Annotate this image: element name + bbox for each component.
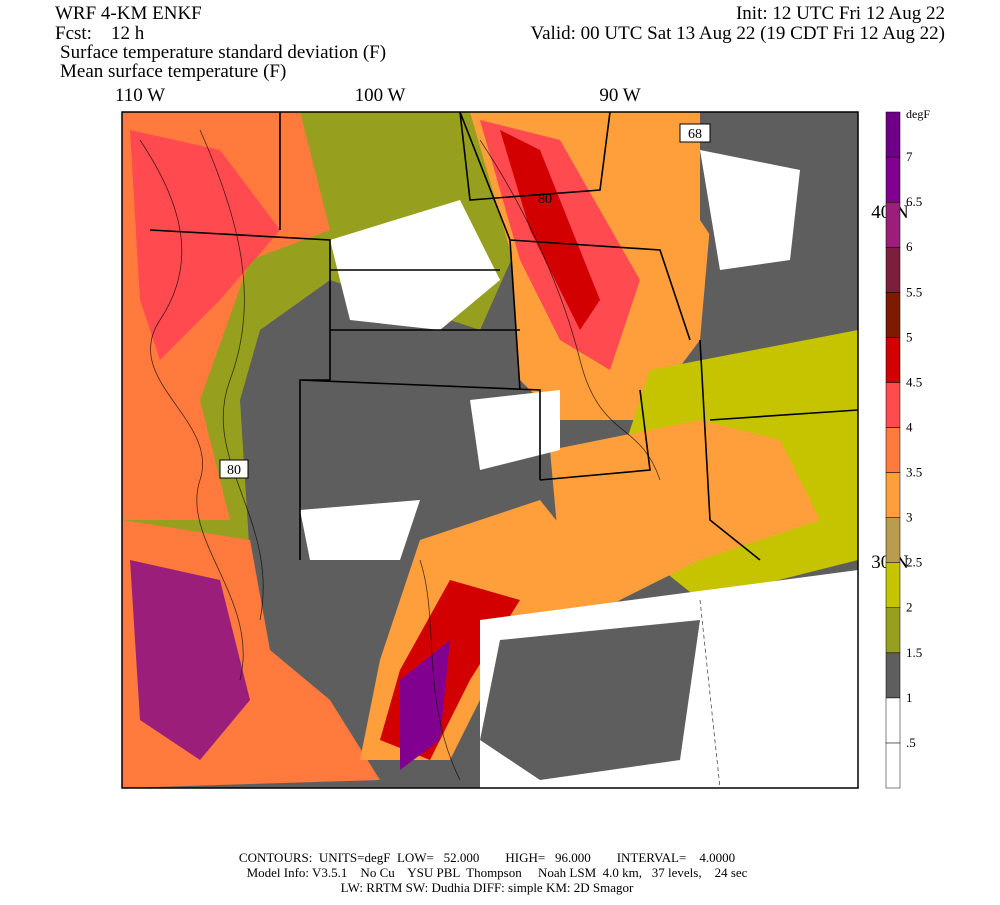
longitude-label: 90 W <box>599 85 640 106</box>
colorbar-label: .5 <box>906 735 916 750</box>
colorbar-label: 1 <box>906 690 913 705</box>
contour-label: 80 <box>538 192 552 207</box>
colorbar-bin <box>885 562 901 608</box>
colorbar-label: 1.5 <box>906 645 922 660</box>
colorbar-bin <box>885 652 901 699</box>
longitude-label: 110 W <box>115 85 165 106</box>
colorbar-label: 2.5 <box>906 555 922 570</box>
colorbar-label: 2 <box>906 600 913 615</box>
colorbar-bin <box>885 472 901 518</box>
colorbar-label: 3.5 <box>906 465 922 480</box>
colorbar-label: 4.5 <box>906 374 922 389</box>
field-title: Surface temperature standard deviation (… <box>60 42 386 63</box>
colorbar-label: 6 <box>906 239 913 254</box>
colorbar-bin <box>885 201 901 248</box>
colorbar-label: 4 <box>906 419 913 434</box>
colorbar-bin <box>885 742 901 789</box>
colorbar-bin <box>885 337 901 383</box>
colorbar-bin <box>885 607 901 654</box>
map: 68 80 80 <box>121 111 859 789</box>
forecast-hour: Fcst: 12 h <box>55 23 145 44</box>
colorbar-label: 3 <box>906 510 913 525</box>
colorbar-unit: degF <box>906 107 930 121</box>
field-title: Mean surface temperature (F) <box>60 61 286 82</box>
colorbar-bin <box>885 427 901 473</box>
colorbar-label: 7 <box>906 149 913 164</box>
colorbar: .5 1 1.5 2 2.5 3 3.5 4 4.5 5 5.5 6 6.5 7 degF <box>885 107 930 789</box>
contour-label: 68 <box>688 127 702 142</box>
contour-label: 80 <box>227 463 241 478</box>
colorbar-label: 6.5 <box>906 194 922 209</box>
colorbar-bin <box>885 517 901 563</box>
valid-time: Valid: 00 UTC Sat 13 Aug 22 (19 CDT Fri … <box>531 23 946 44</box>
colorbar-bin <box>885 156 901 203</box>
model-title: WRF 4-KM ENKF <box>55 3 202 24</box>
contour-info: CONTOURS: UNITS=degF LOW= 52.000 HIGH= 9… <box>239 850 735 865</box>
colorbar-label: 5.5 <box>906 284 922 299</box>
init-time: Init: 12 UTC Fri 12 Aug 22 <box>736 3 945 24</box>
colorbar-bin <box>885 697 901 744</box>
physics-info: LW: RRTM SW: Dudhia DIFF: simple KM: 2D … <box>341 880 634 895</box>
colorbar-bin <box>885 382 901 428</box>
longitude-label: 100 W <box>355 85 406 106</box>
colorbar-bin <box>885 292 901 338</box>
colorbar-bin <box>885 246 901 293</box>
colorbar-label: 5 <box>906 329 913 344</box>
colorbar-bin <box>885 111 901 158</box>
model-info: Model Info: V3.5.1 No Cu YSU PBL Thompso… <box>247 865 748 880</box>
